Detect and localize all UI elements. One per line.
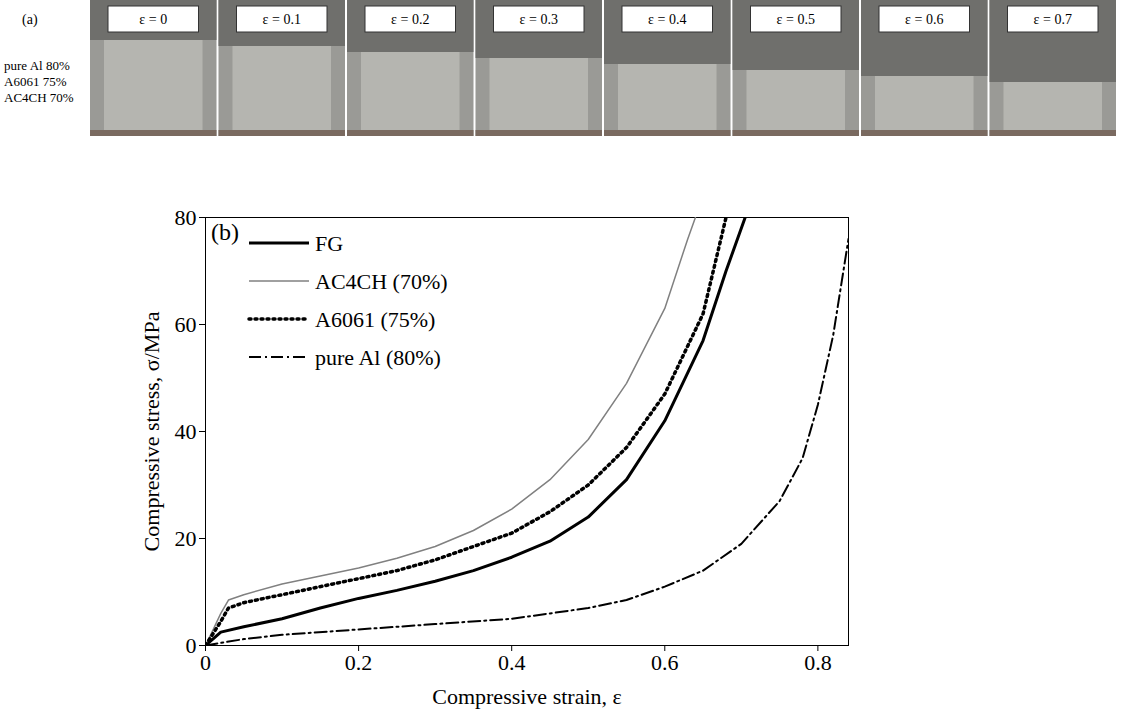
svg-text:(a): (a) [22,12,38,28]
svg-text:pure Al (80%): pure Al (80%) [315,345,441,370]
svg-text:60: 60 [175,312,197,337]
svg-text:Compressive stress, σ/MPa: Compressive stress, σ/MPa [139,311,164,551]
svg-text:20: 20 [175,526,197,551]
svg-text:40: 40 [175,419,197,444]
svg-text:ε = 0.3: ε = 0.3 [520,12,558,27]
svg-text:ε = 0: ε = 0 [139,12,167,27]
svg-text:0.4: 0.4 [498,650,526,675]
svg-text:ε = 0.7: ε = 0.7 [1034,12,1072,27]
svg-text:ε = 0.1: ε = 0.1 [263,12,301,27]
svg-text:A6061 (75%): A6061 (75%) [315,307,435,332]
svg-text:ε = 0.2: ε = 0.2 [391,12,429,27]
svg-text:FG: FG [315,231,343,256]
svg-text:ε = 0.4: ε = 0.4 [648,12,686,27]
svg-text:ε = 0.6: ε = 0.6 [905,12,943,27]
svg-text:pure Al 80%: pure Al 80% [4,58,70,73]
svg-text:A6061 75%: A6061 75% [4,74,67,89]
svg-text:0: 0 [186,633,197,658]
html-text:(b): (b) [211,219,239,245]
svg-text:AC4CH 70%: AC4CH 70% [4,90,74,105]
svg-text:0.2: 0.2 [345,650,373,675]
svg-text:0.6: 0.6 [651,650,679,675]
svg-text:Compressive strain, ε: Compressive strain, ε [432,684,622,709]
svg-text:ε = 0.5: ε = 0.5 [777,12,815,27]
svg-text:AC4CH (70%): AC4CH (70%) [315,269,448,294]
svg-text:0: 0 [200,650,211,675]
svg-text:80: 80 [175,205,197,230]
svg-text:0.8: 0.8 [804,650,832,675]
